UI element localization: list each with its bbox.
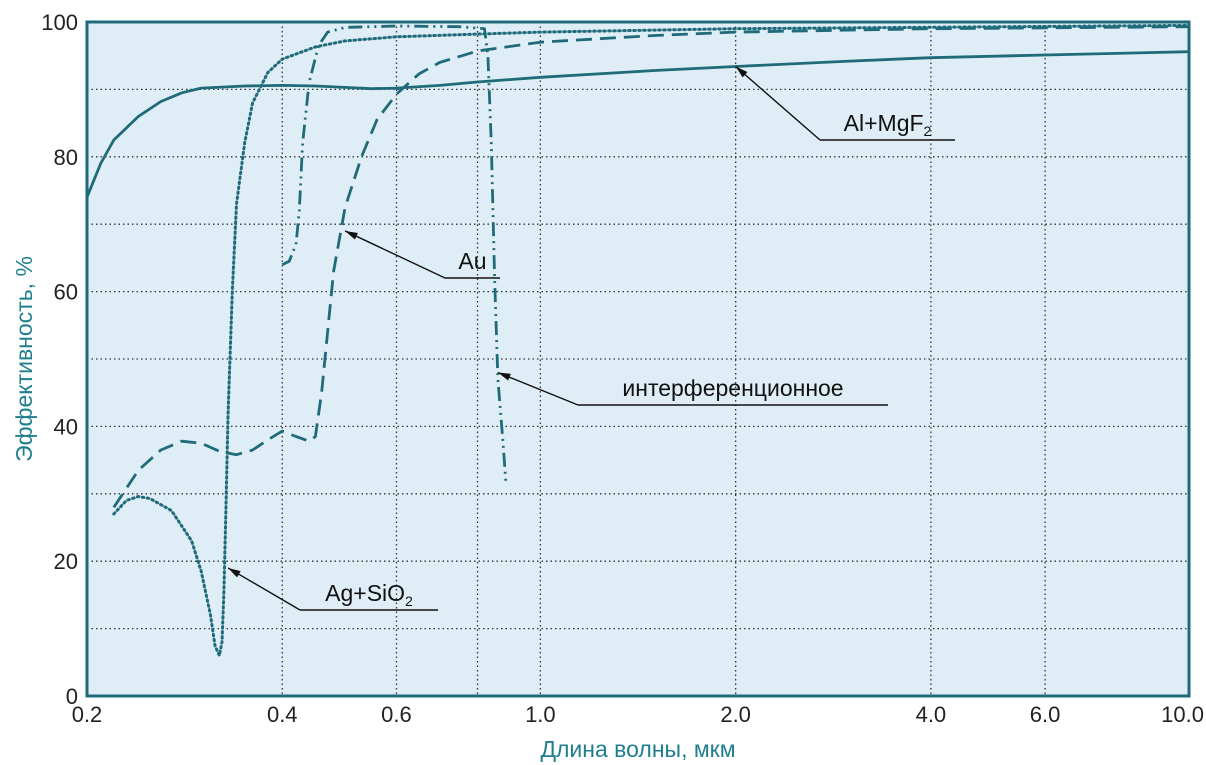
x-tick-label: 0.2 [72,702,103,727]
y-tick-label: 40 [54,414,78,439]
annotation-leader [344,230,446,279]
y-tick-label: 100 [41,10,78,35]
annotation-label: интерференционное [622,375,843,401]
annotation-label: Al+MgF2 [844,110,932,139]
x-axis-title: Длина волны, мкм [540,736,735,762]
annotation-arrowhead [497,372,511,381]
x-tick-label: 6.0 [1030,702,1061,727]
y-tick-label: 60 [54,280,78,305]
annotations: Al+MgF2 Au интерференционное Ag+SiO2 [227,65,955,611]
series-line-4 [112,23,1191,658]
annotation-leader [227,567,301,611]
x-tick-label: 1.0 [525,702,556,727]
plot-frame [85,20,1191,698]
y-tick-label: 0 [66,684,78,709]
annotation-label: Au [458,248,486,274]
annotation-label: Ag+SiO2 [325,580,413,609]
y-axis-ticks: 0 20 40 60 80 100 [41,10,78,709]
x-tick-label: 10.0 [1161,702,1204,727]
x-tick-label: 0.4 [267,702,298,727]
series-lines [85,23,1191,658]
annotation-leader [735,65,821,141]
x-tick-label: 2.0 [720,702,751,727]
x-axis-ticks: 0.2 0.4 0.6 1.0 2.0 4.0 6.0 10.0 [72,702,1204,727]
annotation-arrowhead [345,230,358,240]
annotation-arrowhead [735,66,748,78]
annotation-arrowhead [228,567,241,578]
y-tick-label: 20 [54,549,78,574]
x-tick-label: 0.6 [381,702,412,727]
series-line-1 [85,50,1190,198]
series-line-3 [281,24,508,484]
x-tick-label: 4.0 [916,702,947,727]
y-tick-label: 80 [54,145,78,170]
y-axis-title: Эффективность, % [11,256,37,462]
grid [87,22,1189,696]
series-line-2 [112,25,1190,509]
annotation-leader [497,371,579,406]
